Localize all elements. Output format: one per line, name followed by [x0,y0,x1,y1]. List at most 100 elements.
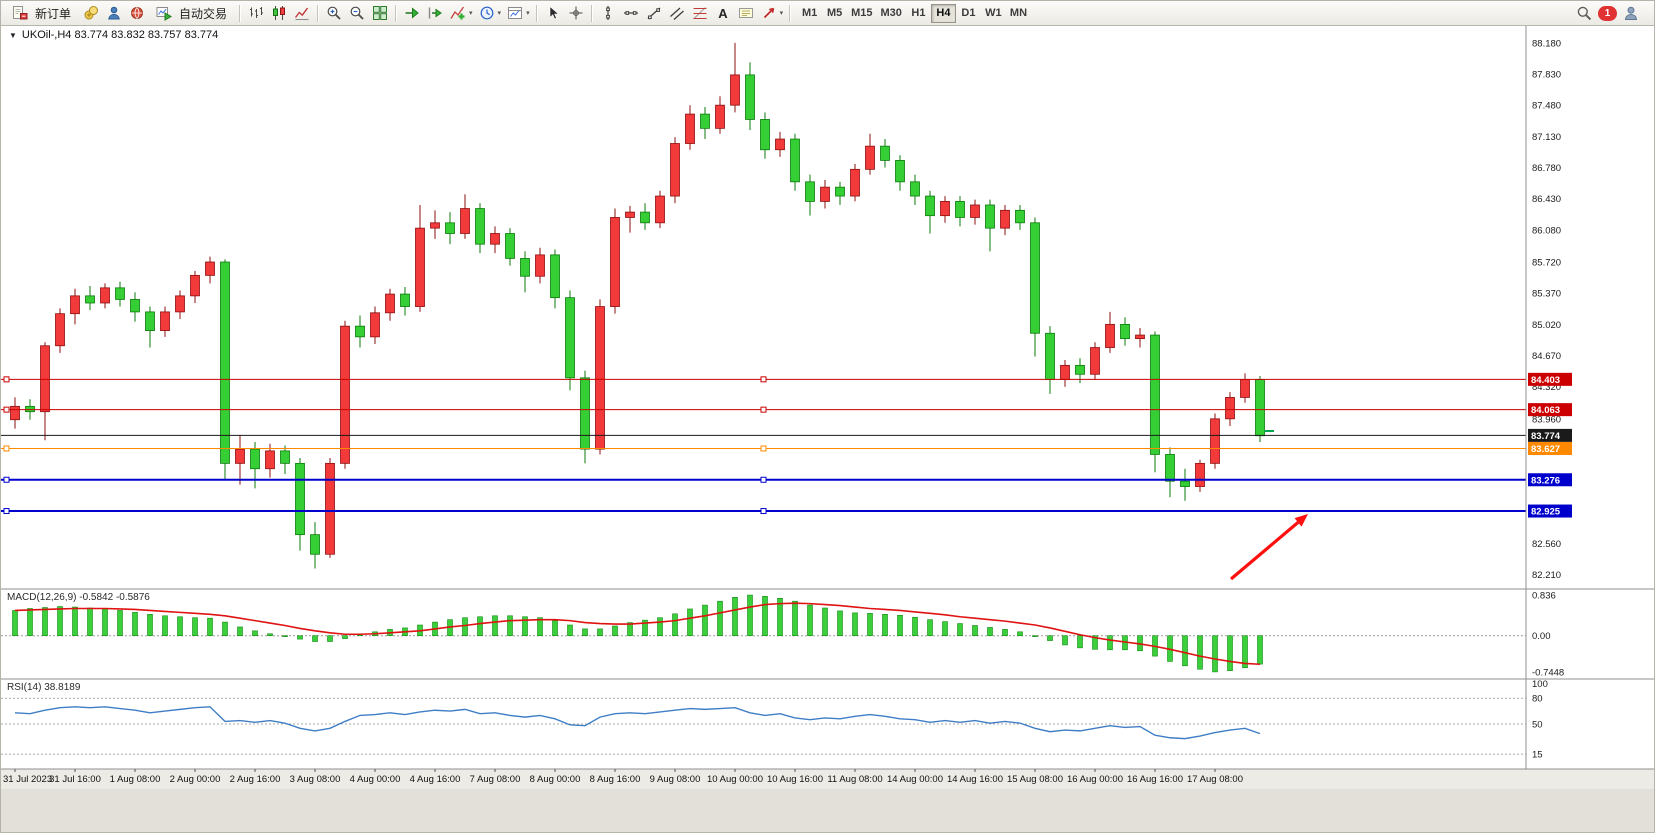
macd-bar [1017,631,1023,637]
mql5-market-icon[interactable] [126,3,148,23]
resistance-line-84403-handle[interactable] [760,376,767,383]
new-order-button-icon [9,3,31,23]
user-icon[interactable] [1620,3,1642,23]
resistance-line-84063-handle[interactable] [760,406,767,413]
timeframe-H4[interactable]: H4 [930,3,956,23]
candle [1060,364,1070,381]
time-tick-label: 8 Aug 00:00 [530,774,581,785]
chart-title: ▼ UKOil-,H4 83.774 83.832 83.757 83.774 [9,29,218,41]
tile-windows-icon[interactable] [369,3,391,23]
support-line-82925-handle[interactable] [3,508,10,515]
candle [25,405,35,413]
macd-bar [852,612,858,637]
candle [685,113,695,144]
candle [505,233,515,259]
macd-bar [582,628,588,637]
auto-trading-button[interactable]: 自动交易 [149,3,235,23]
macd-bar [762,596,768,637]
vertical-line-tool-icon[interactable] [597,3,619,23]
resistance-line-84403-handle[interactable] [3,376,10,383]
price-label-text: 84.063 [1531,405,1560,416]
timeframe-MN[interactable]: MN [1006,4,1031,23]
support-line-83276-handle[interactable] [3,476,10,483]
timeframe-group: M1 M5 M15 M30 H1 H4 D1 W1 MN [797,3,1031,23]
zoom-in-icon[interactable] [323,3,345,23]
chart-region: 88.180 87.830 87.480 87.130 86.780 86.430 86.0… [1,25,1655,833]
macd-scale-label: 0.00 [1532,631,1551,642]
candle [985,204,995,229]
candle [1165,454,1175,482]
chart-background[interactable] [1,25,1655,769]
arrows-dropdown[interactable]: ▾ [758,3,783,23]
macd-bar [102,608,108,637]
indicators-dropdown[interactable]: ▾ [447,3,473,23]
chart-shift-icon[interactable] [424,3,446,23]
search-icon[interactable] [1573,3,1595,23]
macd-bar [837,610,843,637]
timeframe-D1[interactable]: D1 [956,4,981,23]
timeframe-M30[interactable]: M30 [877,4,906,23]
periods-dropdown[interactable]: ▾ [476,3,501,23]
macd-bar [732,597,738,637]
chevron-down-icon: ▾ [469,10,473,17]
new-order-button[interactable]: 新订单 [5,3,79,23]
line-chart-icon[interactable] [291,3,313,23]
macd-bar [942,621,948,637]
arrows-dropdown-icon [758,3,780,23]
window-bottom-strip [1,789,1654,832]
channel-tool-icon[interactable] [666,3,688,23]
candlestick-chart-icon[interactable] [268,3,290,23]
time-tick-label: 1 Aug 08:00 [110,774,161,785]
time-tick-label: 17 Aug 08:00 [1187,774,1243,785]
timeframe-M5[interactable]: M5 [822,4,847,23]
crosshair-tool-icon[interactable] [565,3,587,23]
time-axis[interactable] [1,769,1655,789]
macd-bar [162,615,168,637]
support-line-82925-handle[interactable] [760,508,767,515]
macd-bar [252,630,258,637]
candle [640,211,650,224]
candle [340,325,350,464]
timeframe-M1[interactable]: M1 [797,4,822,23]
macd-bar [27,608,33,637]
macd-bar [462,617,468,637]
timeframe-H1[interactable]: H1 [906,4,931,23]
candle [925,195,935,217]
timeframe-W1[interactable]: W1 [981,4,1006,23]
candle [70,295,80,315]
support-line-83627-handle[interactable] [760,445,767,452]
resistance-line-84063-handle[interactable] [3,406,10,413]
timeframe-M15[interactable]: M15 [847,4,876,23]
ohlc-bars-chart-icon[interactable] [245,3,267,23]
macd-bar [747,594,753,637]
macd-bar [657,617,663,637]
text-tool-icon[interactable]: A [712,3,734,23]
red-arrow-annotation[interactable] [1229,521,1300,581]
cursor-tool-icon[interactable] [542,3,564,23]
candle [1075,364,1085,375]
toolbar-separator [395,4,398,22]
toolbar-separator [590,4,593,22]
fibonacci-tool-icon[interactable] [689,3,711,23]
templates-dropdown[interactable]: ▾ [504,3,530,23]
macd-bar [1212,635,1218,673]
candle [250,448,260,470]
rsi-scale-label: 15 [1532,750,1543,761]
community-profile-icon[interactable] [103,3,125,23]
text-label-tool-icon[interactable] [735,3,757,23]
candle [325,462,335,555]
zoom-out-icon[interactable] [346,3,368,23]
trendline-tool-icon[interactable] [643,3,665,23]
price-tick-label: 83.960 [1532,414,1561,425]
horizontal-line-tool-icon[interactable] [620,3,642,23]
red-arrow-annotation-head[interactable] [1294,514,1308,527]
notifications-badge[interactable]: 1 [1598,5,1617,21]
wallet-icon[interactable] [80,3,102,23]
auto-scroll-icon[interactable] [401,3,423,23]
candle [835,186,845,197]
candle [235,448,245,464]
support-line-83627-handle[interactable] [3,445,10,452]
support-line-83276-handle[interactable] [760,476,767,483]
price-chart[interactable]: 88.180 87.830 87.480 87.130 86.780 86.430 86.0… [1,25,1655,833]
